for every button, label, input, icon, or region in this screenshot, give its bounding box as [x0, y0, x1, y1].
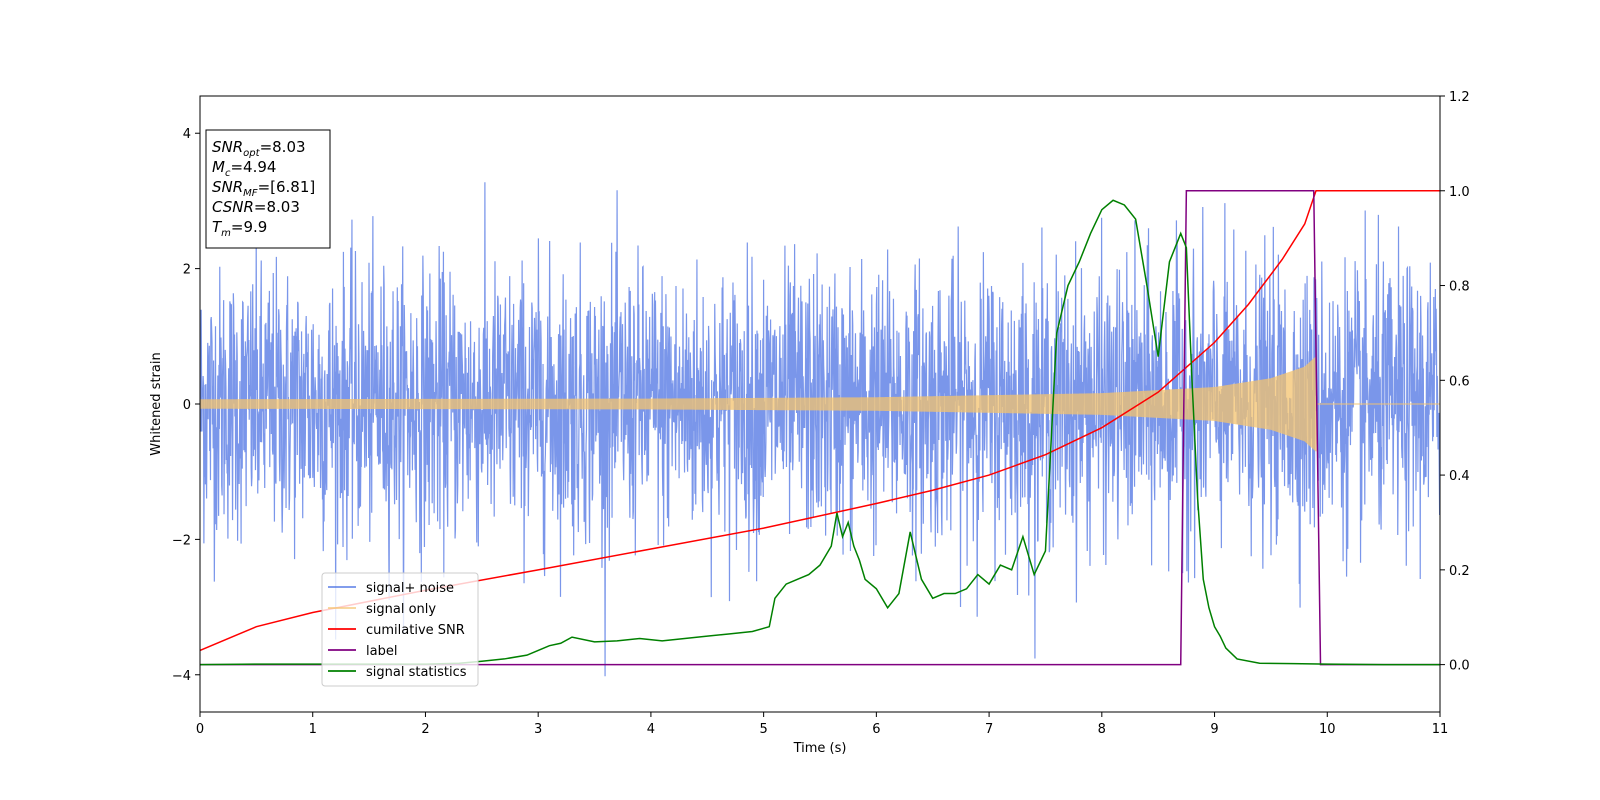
- x-tick-label: 5: [759, 722, 767, 737]
- info-box-frame: [205, 129, 331, 249]
- axes-layer: 0 1 2 3 4 5 6 7 8 9 10 11 −4 −2 0 2 4 0.0 0.2 0.4 0.6 0.8 1.0 1…: [172, 90, 1470, 737]
- y-axis-label-left: Whitened strain: [149, 352, 164, 455]
- y-tick-label-left: 4: [183, 127, 191, 142]
- x-tick-label: 1: [309, 722, 317, 737]
- y-tick-label-left: −4: [172, 669, 191, 684]
- y-tick-label-left: −2: [172, 533, 191, 548]
- x-tick-label: 4: [647, 722, 655, 737]
- x-tick-label: 9: [1210, 722, 1218, 737]
- legend-label-cumilative-snr: cumilative SNR: [366, 623, 465, 638]
- legend-label-signal-noise: signal+ noise: [366, 581, 454, 596]
- x-tick-label: 3: [534, 722, 542, 737]
- info-box-line: Tm=9.9: [212, 218, 267, 239]
- legend: signal+ noise signal only cumilative SNR la…: [321, 572, 479, 687]
- x-tick-label: 7: [985, 722, 993, 737]
- x-tick-label: 0: [196, 722, 204, 737]
- y-tick-label-left: 2: [183, 263, 191, 278]
- x-axis-label: Time (s): [793, 741, 847, 756]
- y-tick-label-right: 0.6: [1449, 374, 1470, 389]
- series-line-signal-statistics: [200, 199, 1440, 666]
- x-tick-label: 6: [872, 722, 880, 737]
- legend-label-signal-statistics: signal statistics: [366, 665, 467, 680]
- legend-label-label: label: [366, 644, 397, 659]
- y-tick-label-right: 0.4: [1449, 469, 1470, 484]
- y-tick-label-right: 1.0: [1449, 185, 1470, 200]
- x-tick-label: 2: [421, 722, 429, 737]
- info-box-line: SNRMF=[6.81]: [212, 178, 315, 199]
- x-tick-label: 10: [1319, 722, 1336, 737]
- series-line-signal-noise: [200, 182, 1440, 677]
- x-tick-label: 11: [1432, 722, 1449, 737]
- legend-frame: [321, 572, 479, 687]
- info-box-line: SNRopt=8.03: [212, 138, 306, 159]
- x-tick-label: 8: [1098, 722, 1106, 737]
- series-line-signal-only: [200, 356, 1440, 452]
- info-box-line: CSNR=8.03: [212, 198, 300, 216]
- y-tick-label-right: 0.2: [1449, 564, 1470, 579]
- info-box-line: Mc=4.94: [212, 158, 276, 179]
- y-tick-label-right: 0.8: [1449, 280, 1470, 295]
- y-tick-label-left: 0: [183, 398, 191, 413]
- legend-label-signal-only: signal only: [366, 602, 436, 617]
- y-tick-label-right: 0.0: [1449, 659, 1470, 674]
- y-tick-label-right: 1.2: [1449, 90, 1470, 105]
